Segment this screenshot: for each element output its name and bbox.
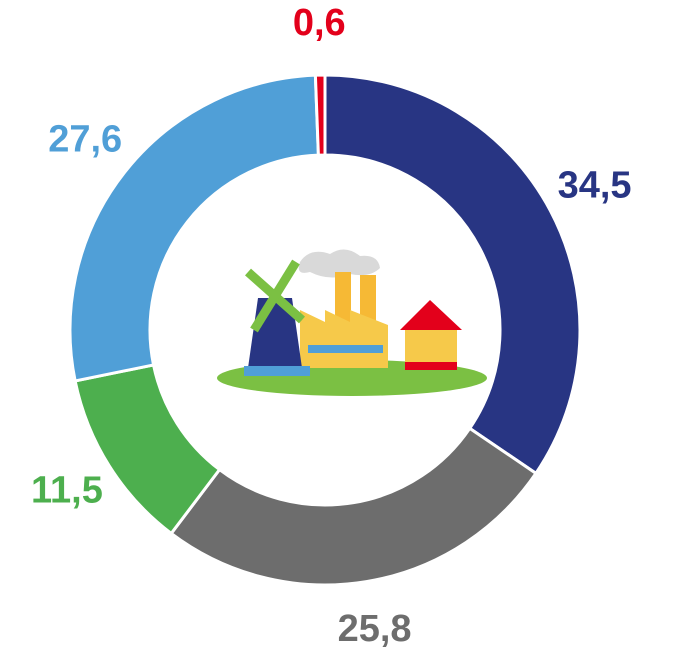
value-label: 34,5 (558, 164, 632, 206)
value-label: 25,8 (338, 608, 412, 650)
page: {"chart_data": {"type": "donut", "values… (0, 0, 674, 653)
value-label: 0,6 (293, 2, 346, 44)
center-illustration (217, 249, 487, 396)
donut-segment (171, 428, 536, 585)
value-label: 27,6 (48, 119, 122, 161)
value-label: 11,5 (31, 470, 103, 512)
donut-segment (315, 75, 325, 155)
chart: 34,5 25,8 11,5 27,6 0,6 (0, 0, 674, 653)
